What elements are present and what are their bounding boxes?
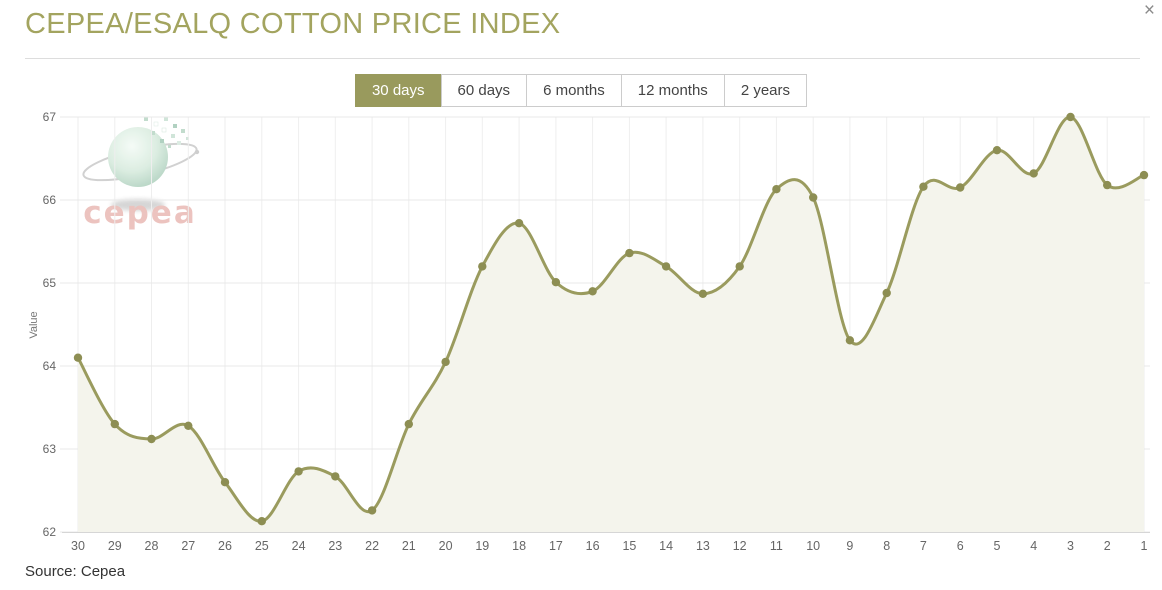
data-point-day-20[interactable] [441, 357, 450, 367]
x-tick-label: 9 [846, 539, 853, 553]
source-caption: Source: Cepea [25, 563, 126, 580]
y-axis-title: Value [28, 311, 40, 338]
data-point-day-24[interactable] [294, 467, 303, 476]
data-point-day-13[interactable] [698, 289, 708, 298]
data-point-day-14[interactable] [661, 262, 671, 271]
data-point-day-11[interactable] [772, 185, 781, 194]
header-divider [25, 58, 1140, 59]
y-tick-label: 63 [43, 442, 57, 456]
x-tick-label: 10 [806, 539, 820, 553]
time-range-tabs: 30 days 60 days 6 months 12 months 2 yea… [0, 74, 1162, 107]
data-point-day-21[interactable] [404, 419, 413, 429]
data-point-day-9[interactable] [845, 336, 855, 345]
tab-2-years[interactable]: 2 years [723, 74, 808, 107]
x-tick-label: 11 [770, 539, 783, 553]
x-tick-label: 5 [994, 539, 1001, 553]
data-point-day-17[interactable] [551, 278, 561, 287]
data-point-day-19[interactable] [478, 262, 487, 271]
y-tick-label: 64 [43, 359, 57, 373]
x-tick-label: 22 [365, 539, 379, 553]
x-tick-label: 30 [71, 539, 85, 553]
data-point-day-25[interactable] [257, 517, 266, 526]
x-tick-label: 8 [883, 539, 890, 553]
data-point-day-18[interactable] [514, 219, 524, 228]
y-tick-label: 66 [43, 193, 57, 207]
x-tick-label: 20 [439, 539, 453, 553]
x-tick-label: 4 [1030, 539, 1037, 553]
x-tick-label: 23 [328, 539, 342, 553]
y-tick-label: 67 [43, 110, 57, 124]
x-tick-label: 26 [218, 539, 232, 553]
data-point-day-7[interactable] [919, 182, 928, 191]
x-tick-label: 14 [659, 539, 673, 553]
data-point-day-28[interactable] [147, 434, 156, 444]
y-tick-label: 62 [43, 525, 57, 539]
x-tick-label: 17 [549, 539, 563, 553]
x-tick-label: 13 [696, 539, 710, 553]
data-point-day-3[interactable] [1066, 112, 1075, 122]
data-point-day-15[interactable] [625, 248, 634, 258]
data-point-day-4[interactable] [1029, 169, 1038, 178]
x-tick-label: 25 [255, 539, 269, 553]
x-tick-label: 15 [622, 539, 636, 553]
x-tick-label: 2 [1104, 539, 1111, 553]
data-point-day-16[interactable] [588, 287, 597, 296]
tab-30-days[interactable]: 30 days [354, 74, 442, 107]
x-tick-label: 29 [108, 539, 122, 553]
close-icon[interactable]: × [1143, 0, 1155, 21]
data-point-day-6[interactable] [956, 183, 965, 192]
data-point-day-22[interactable] [367, 506, 377, 515]
x-tick-label: 16 [586, 539, 600, 553]
data-point-day-10[interactable] [809, 193, 818, 202]
data-point-day-23[interactable] [331, 472, 340, 481]
x-tick-label: 1 [1141, 539, 1148, 553]
x-tick-label: 3 [1067, 539, 1074, 553]
data-point-day-8[interactable] [882, 288, 891, 298]
x-tick-label: 6 [957, 539, 964, 553]
x-tick-label: 12 [733, 539, 747, 553]
data-point-day-2[interactable] [1103, 180, 1112, 190]
data-point-day-27[interactable] [184, 421, 193, 430]
tab-6-months[interactable]: 6 months [526, 74, 622, 107]
data-point-day-29[interactable] [110, 419, 120, 429]
x-tick-label: 24 [292, 539, 306, 553]
data-point-day-30[interactable] [73, 353, 83, 362]
area-fill [78, 116, 1144, 532]
data-point-day-1[interactable] [1139, 170, 1149, 180]
data-point-day-12[interactable] [735, 262, 744, 271]
data-point-day-26[interactable] [220, 478, 230, 487]
y-tick-label: 65 [43, 276, 57, 290]
tab-60-days[interactable]: 60 days [440, 74, 528, 107]
tab-12-months[interactable]: 12 months [620, 74, 725, 107]
x-tick-label: 28 [145, 539, 159, 553]
page-title: CEPEA/ESALQ COTTON PRICE INDEX [25, 8, 561, 40]
x-tick-label: 27 [181, 539, 195, 553]
x-tick-label: 21 [402, 539, 416, 553]
data-point-day-5[interactable] [992, 146, 1002, 155]
x-tick-label: 19 [475, 539, 489, 553]
x-tick-label: 7 [920, 539, 927, 553]
x-tick-label: 18 [512, 539, 526, 553]
